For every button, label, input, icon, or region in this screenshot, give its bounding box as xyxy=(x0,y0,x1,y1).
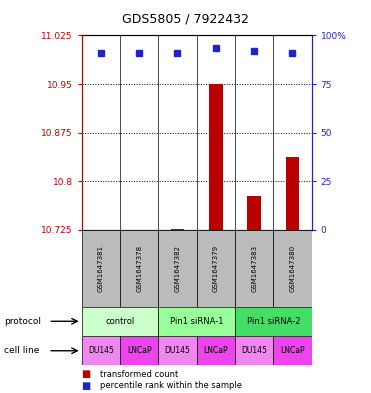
Text: LNCaP: LNCaP xyxy=(203,346,228,355)
Text: GSM1647380: GSM1647380 xyxy=(289,245,295,292)
Text: cell line: cell line xyxy=(4,347,39,355)
Text: percentile rank within the sample: percentile rank within the sample xyxy=(100,382,242,390)
Bar xyxy=(273,230,312,307)
Bar xyxy=(235,307,312,336)
Bar xyxy=(82,307,158,336)
Text: LNCaP: LNCaP xyxy=(280,346,305,355)
Bar xyxy=(82,336,120,365)
Text: GSM1647383: GSM1647383 xyxy=(251,245,257,292)
Bar xyxy=(286,157,299,230)
Text: DU145: DU145 xyxy=(164,346,190,355)
Bar xyxy=(273,336,312,365)
Bar xyxy=(197,336,235,365)
Bar xyxy=(158,230,197,307)
Bar xyxy=(247,196,261,230)
Text: Pin1 siRNA-1: Pin1 siRNA-1 xyxy=(170,317,223,326)
Bar xyxy=(197,230,235,307)
Text: Pin1 siRNA-2: Pin1 siRNA-2 xyxy=(247,317,300,326)
Text: ■: ■ xyxy=(82,369,91,379)
Bar xyxy=(120,336,158,365)
Text: transformed count: transformed count xyxy=(100,370,178,378)
Bar xyxy=(209,84,223,230)
Text: GSM1647378: GSM1647378 xyxy=(136,245,142,292)
Text: DU145: DU145 xyxy=(88,346,114,355)
Text: GDS5805 / 7922432: GDS5805 / 7922432 xyxy=(122,13,249,26)
Text: GSM1647379: GSM1647379 xyxy=(213,245,219,292)
Bar xyxy=(120,230,158,307)
Text: protocol: protocol xyxy=(4,317,41,326)
Text: LNCaP: LNCaP xyxy=(127,346,151,355)
Text: GSM1647382: GSM1647382 xyxy=(174,245,180,292)
Text: DU145: DU145 xyxy=(241,346,267,355)
Text: ■: ■ xyxy=(82,381,91,391)
Bar xyxy=(82,230,120,307)
Bar xyxy=(158,307,235,336)
Bar xyxy=(235,230,273,307)
Text: GSM1647381: GSM1647381 xyxy=(98,245,104,292)
Text: control: control xyxy=(105,317,135,326)
Bar xyxy=(235,336,273,365)
Bar xyxy=(158,336,197,365)
Bar xyxy=(171,229,184,230)
